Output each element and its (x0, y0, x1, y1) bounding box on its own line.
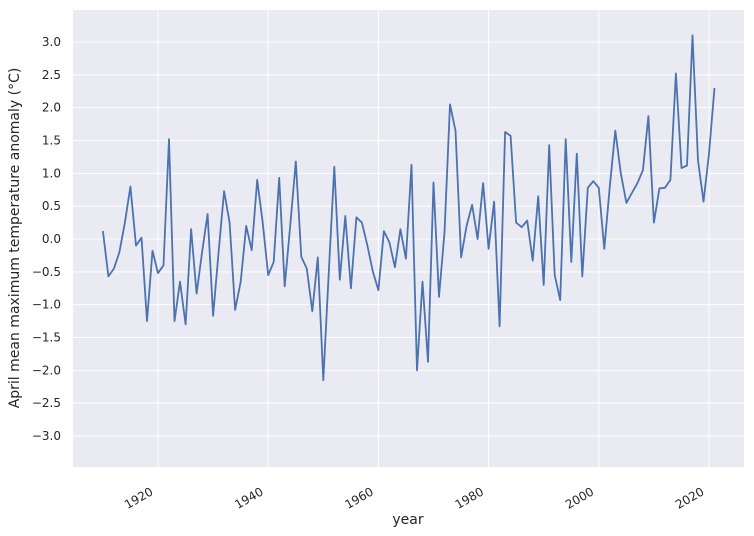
y-tick-label: −1.0 (32, 298, 61, 312)
y-tick-label: 2.0 (42, 101, 61, 115)
y-tick-label: 1.5 (42, 134, 61, 148)
x-tick-label: 2020 (673, 484, 706, 511)
y-tick-label: −2.0 (32, 363, 61, 377)
x-axis-ticks: 1920 1940 1960 1980 2000 2020 (122, 484, 706, 511)
x-tick-label: 1920 (122, 484, 155, 511)
x-tick-label: 2000 (563, 484, 596, 511)
y-tick-label: 3.0 (42, 35, 61, 49)
y-axis-label: April mean maximum temperature anomaly (… (7, 68, 23, 409)
y-tick-label: 2.5 (42, 68, 61, 82)
x-axis-label: year (392, 512, 423, 528)
y-tick-label: −2.5 (32, 396, 61, 410)
y-tick-label: 0.5 (42, 199, 61, 213)
y-tick-label: −0.5 (32, 265, 61, 279)
x-tick-label: 1960 (342, 484, 375, 511)
y-axis-ticks: 3.0 2.5 2.0 1.5 1.0 0.5 0.0 −0.5 −1.0 −1.5 −2.0 −2.… (32, 35, 61, 443)
temperature-anomaly-line (102, 34, 716, 382)
x-tick-label: 1940 (232, 484, 265, 511)
y-tick-label: −3.0 (32, 429, 61, 443)
gridlines (73, 10, 744, 467)
y-tick-label: −1.5 (32, 331, 61, 345)
y-tick-label: 0.0 (42, 232, 61, 246)
x-tick-label: 1980 (453, 484, 486, 511)
y-tick-label: 1.0 (42, 166, 61, 180)
